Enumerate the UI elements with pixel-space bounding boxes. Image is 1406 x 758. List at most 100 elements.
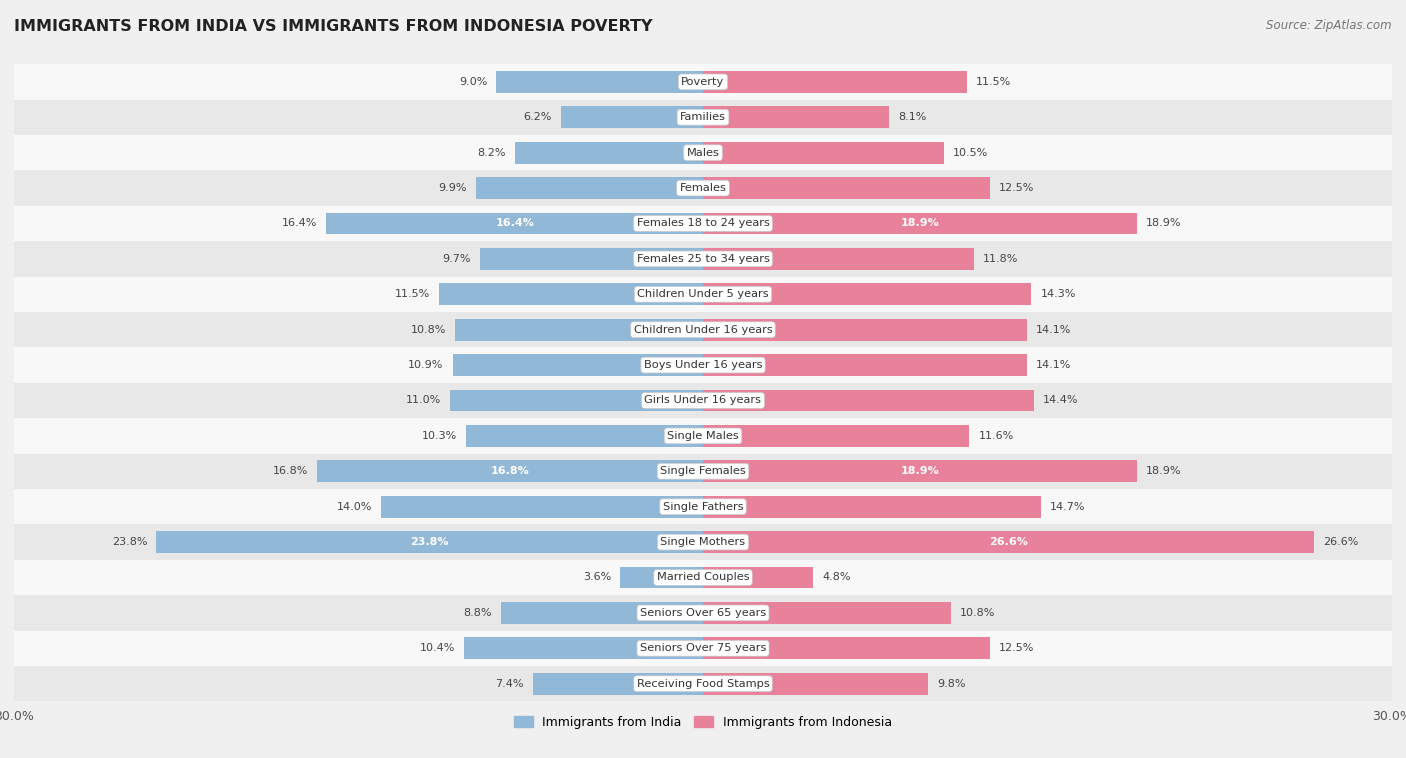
Text: Seniors Over 75 years: Seniors Over 75 years — [640, 644, 766, 653]
Bar — [475, 177, 703, 199]
Bar — [703, 283, 1032, 305]
Text: 16.8%: 16.8% — [273, 466, 308, 476]
Bar — [703, 602, 950, 624]
Text: 10.9%: 10.9% — [408, 360, 443, 370]
Bar — [703, 460, 1137, 482]
Text: 18.9%: 18.9% — [901, 466, 939, 476]
Text: Children Under 5 years: Children Under 5 years — [637, 290, 769, 299]
Bar — [703, 142, 945, 164]
Text: Source: ZipAtlas.com: Source: ZipAtlas.com — [1267, 19, 1392, 32]
Text: 9.8%: 9.8% — [938, 678, 966, 689]
Text: Females 18 to 24 years: Females 18 to 24 years — [637, 218, 769, 228]
Bar — [703, 248, 974, 270]
Text: 16.8%: 16.8% — [491, 466, 530, 476]
Text: 23.8%: 23.8% — [111, 537, 148, 547]
Text: 18.9%: 18.9% — [1146, 466, 1181, 476]
Bar — [14, 418, 1392, 453]
Text: 12.5%: 12.5% — [1000, 644, 1035, 653]
Text: 11.5%: 11.5% — [976, 77, 1011, 87]
Text: 14.4%: 14.4% — [1043, 396, 1078, 406]
Bar — [14, 525, 1392, 560]
Bar — [14, 453, 1392, 489]
Text: 4.8%: 4.8% — [823, 572, 851, 582]
Text: Children Under 16 years: Children Under 16 years — [634, 324, 772, 335]
Bar — [318, 460, 703, 482]
Text: Receiving Food Stamps: Receiving Food Stamps — [637, 678, 769, 689]
Bar — [14, 312, 1392, 347]
Text: Families: Families — [681, 112, 725, 122]
Bar — [561, 106, 703, 128]
Bar — [703, 318, 1026, 340]
Text: 11.8%: 11.8% — [983, 254, 1018, 264]
Bar — [14, 666, 1392, 701]
Text: 8.1%: 8.1% — [898, 112, 927, 122]
Bar — [703, 106, 889, 128]
Text: 10.3%: 10.3% — [422, 431, 457, 441]
Text: Males: Males — [686, 148, 720, 158]
Text: 10.5%: 10.5% — [953, 148, 988, 158]
Text: 18.9%: 18.9% — [901, 218, 939, 228]
Text: 14.1%: 14.1% — [1036, 360, 1071, 370]
Text: 16.4%: 16.4% — [281, 218, 318, 228]
Bar — [439, 283, 703, 305]
Bar — [14, 631, 1392, 666]
Legend: Immigrants from India, Immigrants from Indonesia: Immigrants from India, Immigrants from I… — [509, 711, 897, 735]
Text: 9.9%: 9.9% — [437, 183, 467, 193]
Bar — [481, 248, 703, 270]
Text: Females 25 to 34 years: Females 25 to 34 years — [637, 254, 769, 264]
Text: 7.4%: 7.4% — [495, 678, 524, 689]
Text: 11.6%: 11.6% — [979, 431, 1014, 441]
Bar — [464, 637, 703, 659]
Bar — [703, 496, 1040, 518]
Text: Poverty: Poverty — [682, 77, 724, 87]
Bar — [453, 354, 703, 376]
Bar — [515, 142, 703, 164]
Bar — [14, 205, 1392, 241]
Text: 23.8%: 23.8% — [411, 537, 449, 547]
Bar — [14, 99, 1392, 135]
Text: Married Couples: Married Couples — [657, 572, 749, 582]
Text: 14.1%: 14.1% — [1036, 324, 1071, 335]
Bar — [450, 390, 703, 412]
Text: 12.5%: 12.5% — [1000, 183, 1035, 193]
Bar — [14, 241, 1392, 277]
Bar — [620, 566, 703, 588]
Bar — [14, 560, 1392, 595]
Bar — [14, 347, 1392, 383]
Text: 16.4%: 16.4% — [495, 218, 534, 228]
Bar — [703, 390, 1033, 412]
Text: 26.6%: 26.6% — [1323, 537, 1358, 547]
Text: 3.6%: 3.6% — [583, 572, 612, 582]
Bar — [467, 425, 703, 447]
Bar — [703, 673, 928, 694]
Text: 10.8%: 10.8% — [960, 608, 995, 618]
Bar — [456, 318, 703, 340]
Bar — [533, 673, 703, 694]
Bar — [703, 354, 1026, 376]
Bar — [496, 71, 703, 93]
Text: 9.7%: 9.7% — [443, 254, 471, 264]
Bar — [156, 531, 703, 553]
Text: 10.8%: 10.8% — [411, 324, 446, 335]
Text: IMMIGRANTS FROM INDIA VS IMMIGRANTS FROM INDONESIA POVERTY: IMMIGRANTS FROM INDIA VS IMMIGRANTS FROM… — [14, 19, 652, 34]
Bar — [14, 489, 1392, 525]
Text: 14.3%: 14.3% — [1040, 290, 1076, 299]
Text: Seniors Over 65 years: Seniors Over 65 years — [640, 608, 766, 618]
Text: 26.6%: 26.6% — [988, 537, 1028, 547]
Text: Single Females: Single Females — [661, 466, 745, 476]
Text: 6.2%: 6.2% — [523, 112, 551, 122]
Bar — [326, 212, 703, 234]
Text: Females: Females — [679, 183, 727, 193]
Bar — [703, 566, 813, 588]
Bar — [14, 135, 1392, 171]
Text: 11.0%: 11.0% — [406, 396, 441, 406]
Text: Boys Under 16 years: Boys Under 16 years — [644, 360, 762, 370]
Bar — [703, 177, 990, 199]
Bar — [14, 64, 1392, 99]
Bar — [14, 277, 1392, 312]
Bar — [703, 425, 969, 447]
Text: Single Mothers: Single Mothers — [661, 537, 745, 547]
Text: Single Fathers: Single Fathers — [662, 502, 744, 512]
Bar — [501, 602, 703, 624]
Bar — [703, 71, 967, 93]
